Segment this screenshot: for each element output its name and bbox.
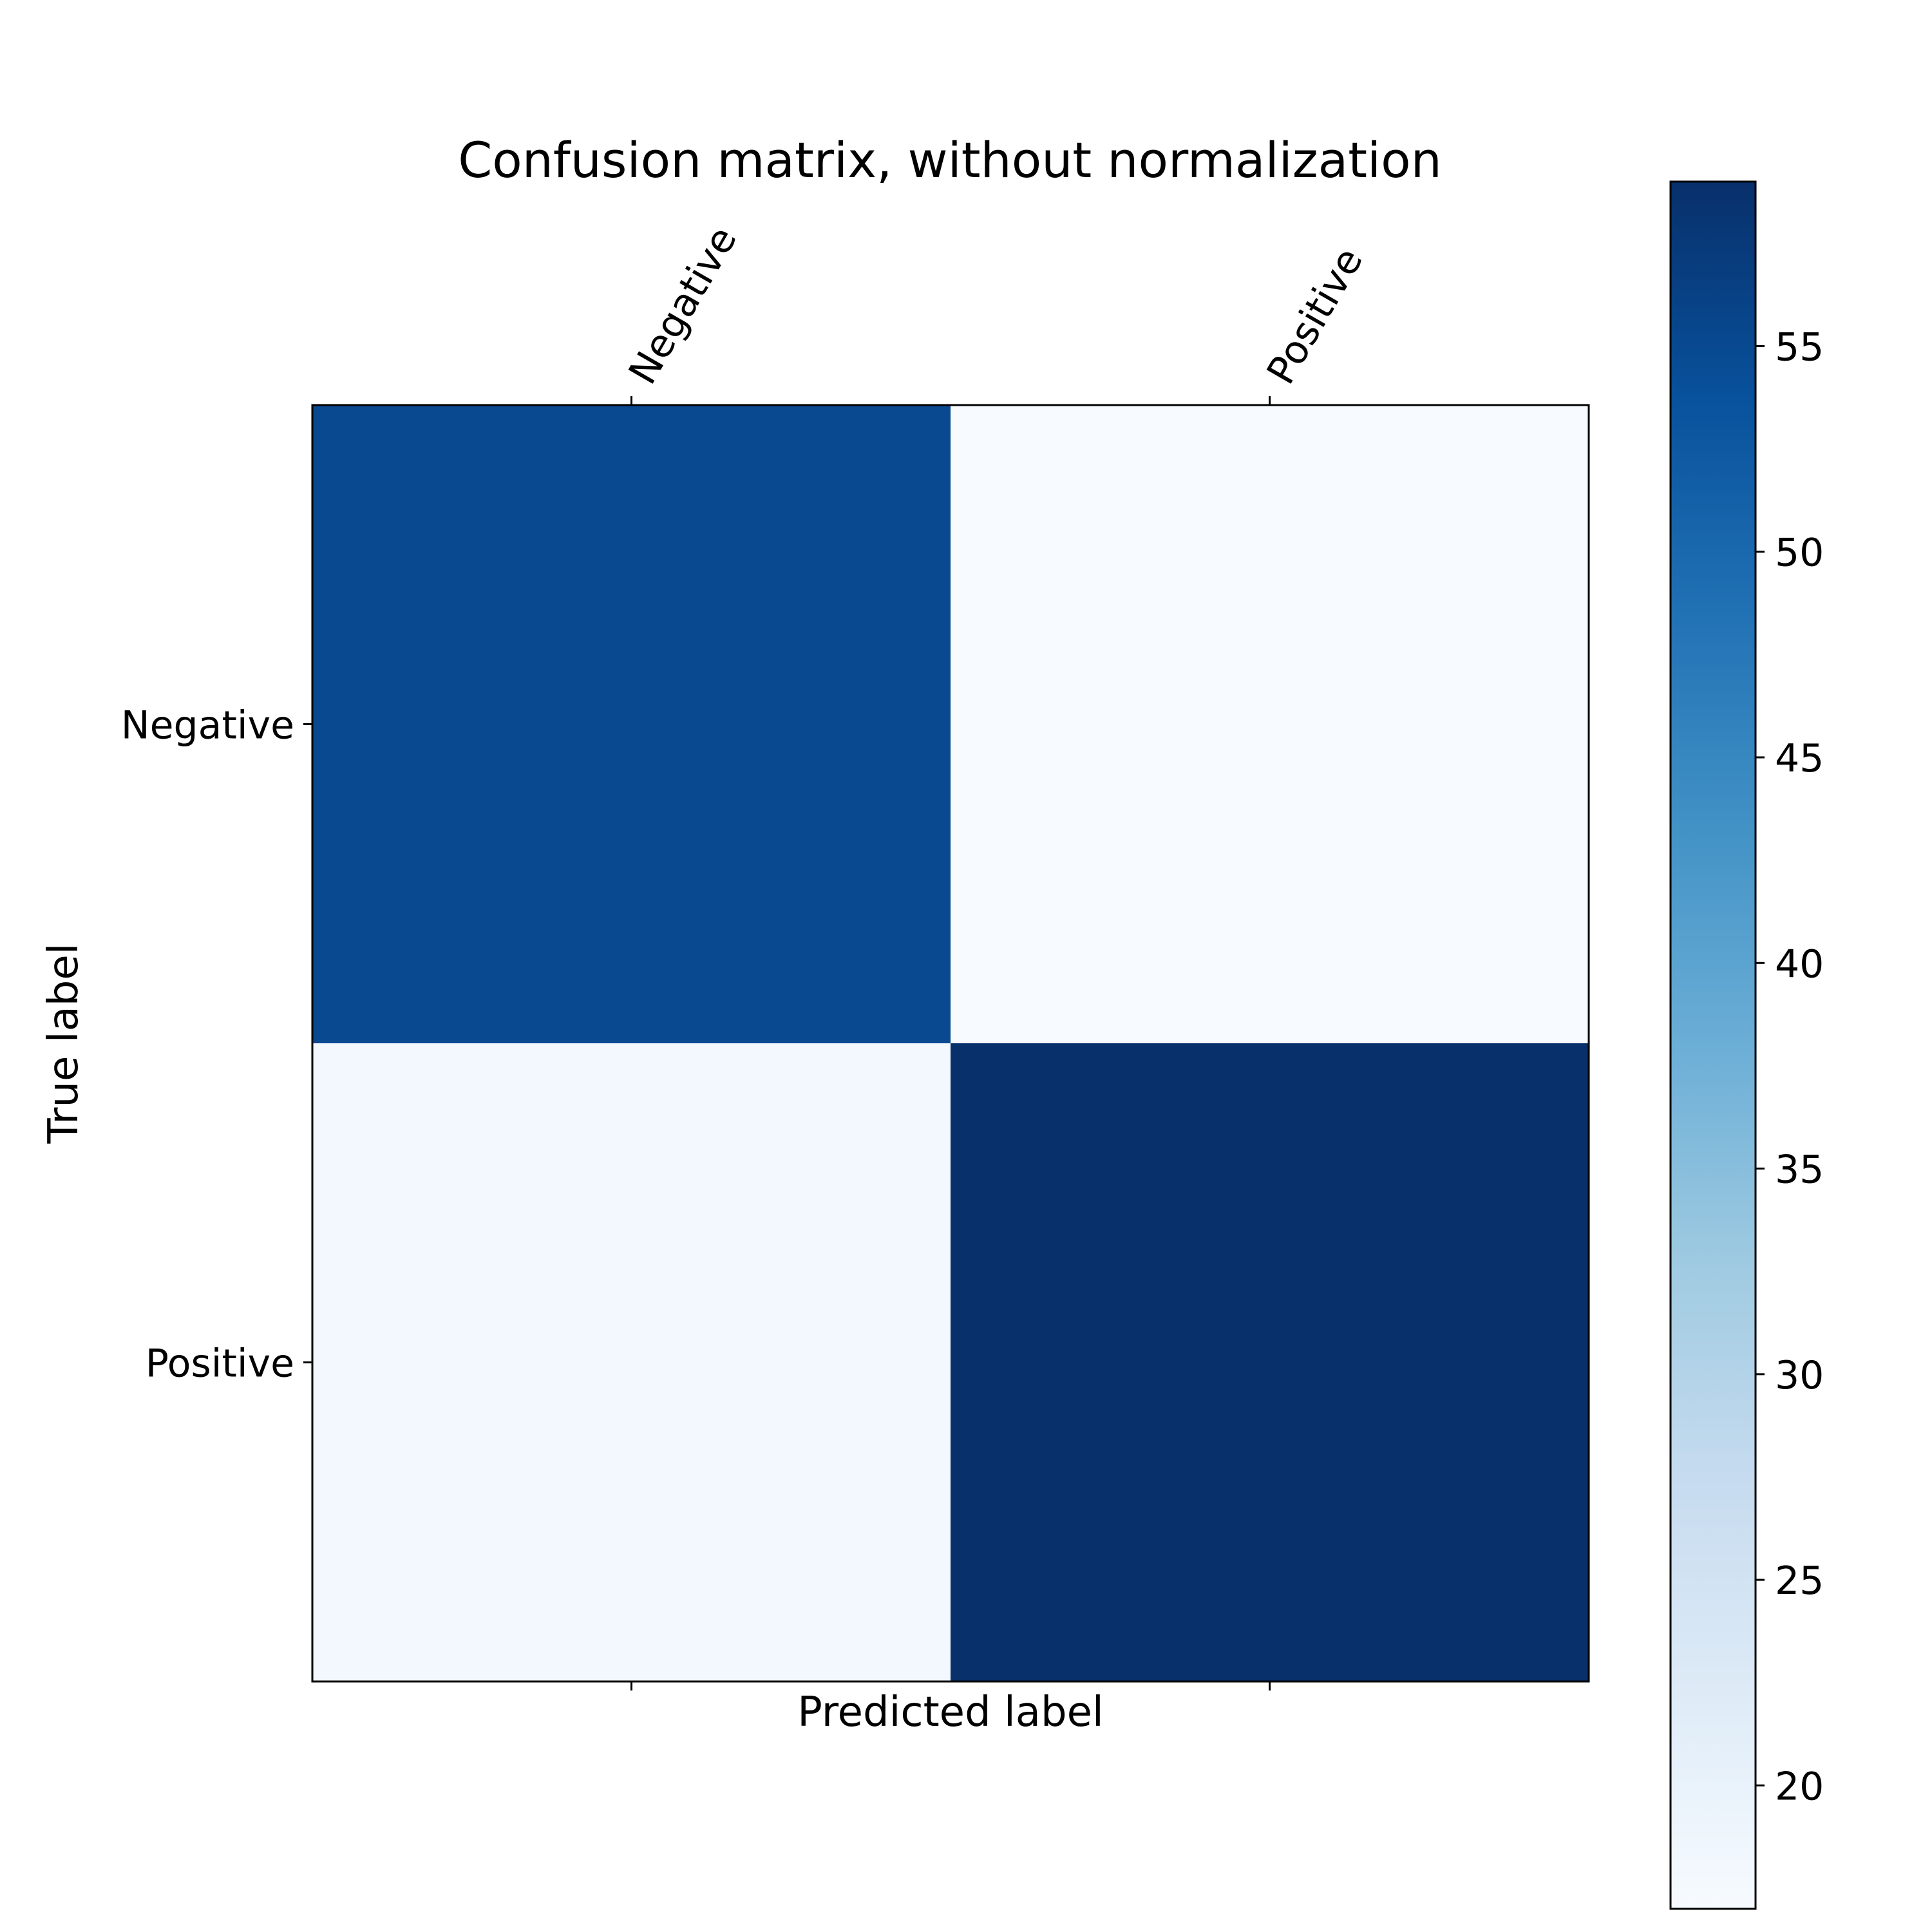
colorbar-ticks: 20 25 30 35 40 45 50 55 bbox=[1756, 325, 1824, 1809]
x-tick-labels: Negative Positive bbox=[620, 219, 1372, 405]
x-bottom-tick-marks bbox=[630, 1681, 1271, 1690]
colorbar: 20 25 30 35 40 45 50 55 bbox=[1669, 180, 1824, 1910]
y-axis-label: True label bbox=[40, 943, 88, 1144]
x-tick-label: Positive bbox=[1258, 240, 1372, 392]
heatmap-cell-1-0 bbox=[312, 1043, 951, 1682]
colorbar-tick-label: 40 bbox=[1775, 942, 1824, 987]
colorbar-tick-label: 55 bbox=[1775, 325, 1824, 370]
x-tick-label: Negative bbox=[620, 219, 746, 392]
colorbar-tick-label: 35 bbox=[1775, 1148, 1824, 1193]
colorbar-tick-label: 25 bbox=[1775, 1558, 1824, 1604]
colorbar-tick-label: 30 bbox=[1775, 1353, 1824, 1398]
colorbar-tick-label: 45 bbox=[1775, 736, 1824, 781]
heatmap-cells bbox=[312, 405, 1589, 1682]
plot-frame bbox=[311, 404, 1590, 1683]
colorbar-body bbox=[1669, 180, 1757, 1910]
y-tick-label: Negative bbox=[121, 703, 294, 748]
heatmap-cell-0-0 bbox=[312, 405, 951, 1044]
colorbar-tick-label: 50 bbox=[1775, 531, 1824, 576]
y-tick-labels: Negative Positive bbox=[121, 703, 312, 1387]
colorbar-tick-label: 20 bbox=[1775, 1764, 1824, 1809]
y-tick-label: Positive bbox=[146, 1341, 294, 1387]
heatmap-cell-0-1 bbox=[951, 405, 1589, 1044]
x-axis-label: Predicted label bbox=[797, 1689, 1104, 1736]
heatmap-cell-1-1 bbox=[951, 1043, 1589, 1682]
chart-title: Confusion matrix, without normalization bbox=[458, 131, 1442, 189]
